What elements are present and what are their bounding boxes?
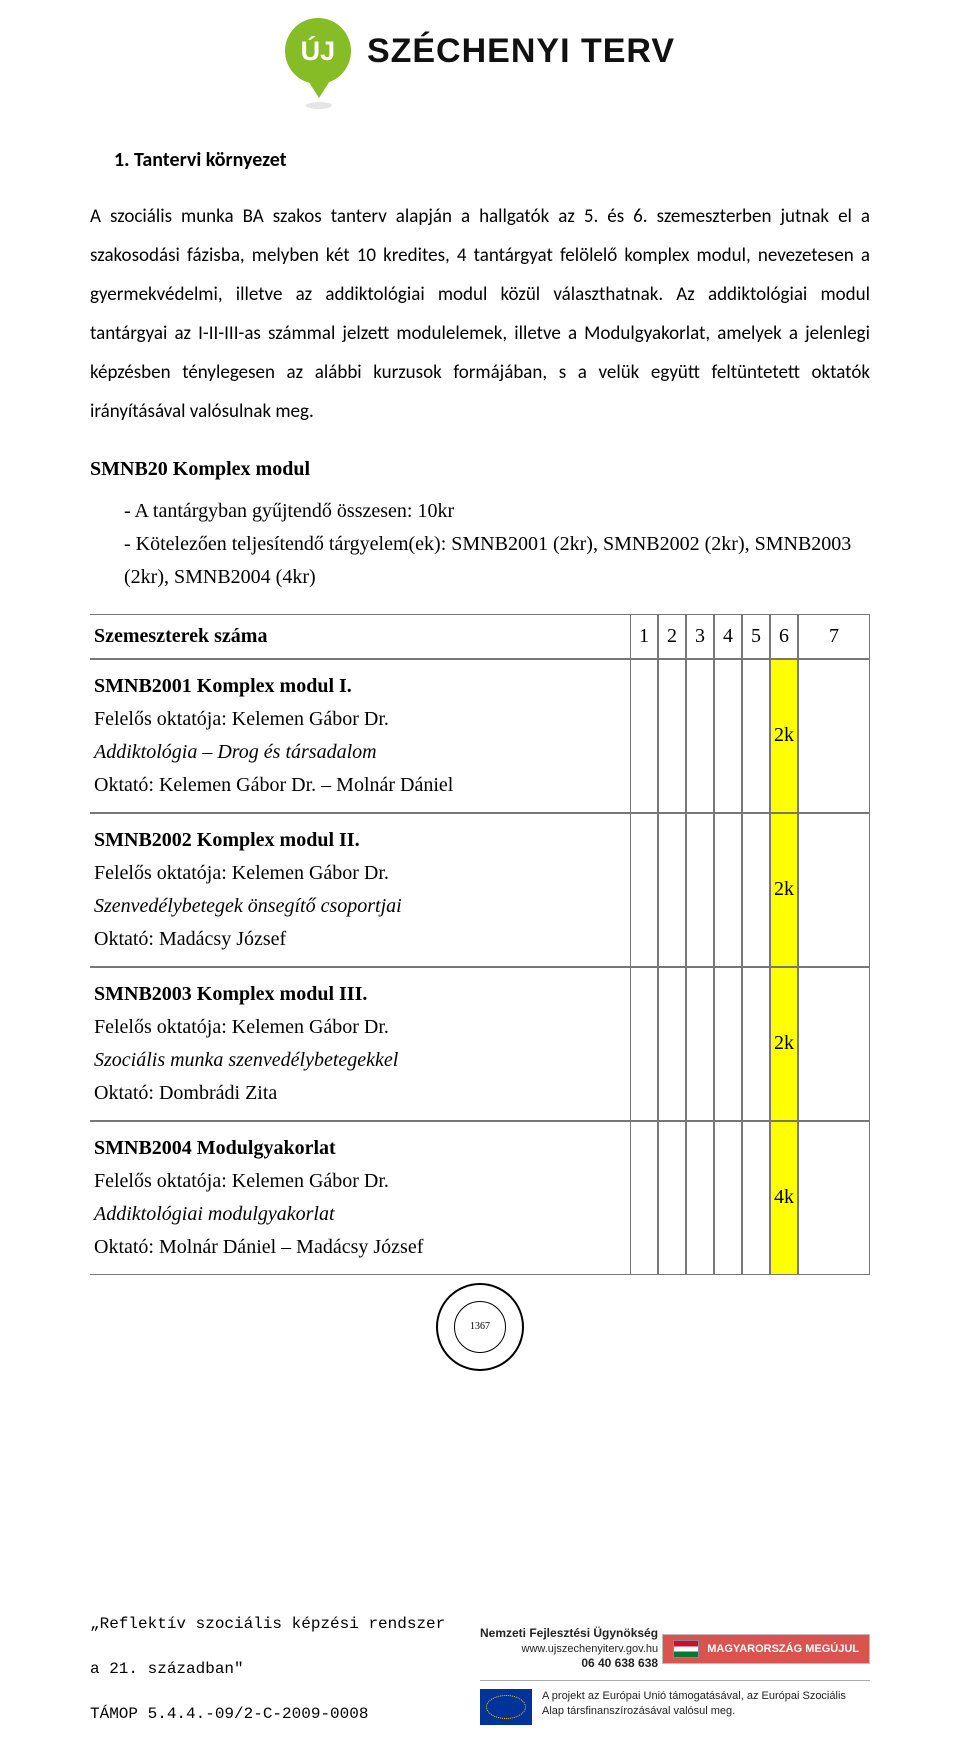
sem-col-2: 2 bbox=[658, 614, 686, 659]
sem-cell bbox=[714, 1121, 742, 1275]
sem-cell bbox=[798, 659, 870, 813]
agency-info: Nemzeti Fejlesztési Ügynökség www.ujszec… bbox=[480, 1626, 658, 1671]
sem-cell bbox=[686, 1121, 714, 1275]
sem-cell bbox=[742, 813, 770, 967]
table-row: SMNB2004 ModulgyakorlatFelelős oktatója:… bbox=[90, 1121, 870, 1275]
sem-cell bbox=[798, 813, 870, 967]
sem-col-4: 4 bbox=[714, 614, 742, 659]
seal-year: 1367 bbox=[454, 1301, 506, 1353]
module-title: SMNB20 Komplex modul bbox=[90, 432, 870, 495]
module-bullets: - A tantárgyban gyűjtendő összesen: 10kr… bbox=[90, 495, 870, 594]
hungary-flag-icon bbox=[673, 1640, 699, 1658]
sem-cell bbox=[630, 967, 658, 1121]
sem-cell: 2k bbox=[770, 813, 798, 967]
course-description: SMNB2002 Komplex modul II.Felelős oktató… bbox=[90, 813, 630, 967]
eu-funding-text: A projekt az Európai Unió támogatásával,… bbox=[542, 1689, 870, 1719]
logo-text: SZÉCHENYI TERV bbox=[367, 18, 675, 71]
footer-funding-block: Nemzeti Fejlesztési Ügynökség www.ujszec… bbox=[480, 1626, 870, 1724]
table-row: SMNB2001 Komplex modul I.Felelős oktatój… bbox=[90, 659, 870, 813]
table-row: SMNB2002 Komplex modul II.Felelős oktató… bbox=[90, 813, 870, 967]
sem-cell bbox=[658, 1121, 686, 1275]
course-description: SMNB2004 ModulgyakorlatFelelős oktatója:… bbox=[90, 1121, 630, 1275]
sem-cell bbox=[714, 967, 742, 1121]
sem-cell bbox=[658, 967, 686, 1121]
sem-col-5: 5 bbox=[742, 614, 770, 659]
bullet-line: - A tantárgyban gyűjtendő összesen: 10kr bbox=[124, 495, 870, 528]
eu-flag-icon bbox=[480, 1689, 532, 1725]
sem-cell bbox=[630, 813, 658, 967]
sem-cell bbox=[714, 659, 742, 813]
sem-cell: 2k bbox=[770, 967, 798, 1121]
section-title: 1. Tantervi környezet bbox=[90, 140, 870, 198]
pin-icon: ÚJ bbox=[285, 18, 353, 110]
sem-cell bbox=[686, 967, 714, 1121]
sem-cell bbox=[630, 1121, 658, 1275]
sem-cell bbox=[742, 1121, 770, 1275]
sem-col-1: 1 bbox=[630, 614, 658, 659]
table-header-label: Szemeszterek száma bbox=[90, 614, 630, 659]
course-description: SMNB2003 Komplex modul III.Felelős oktat… bbox=[90, 967, 630, 1121]
sem-cell bbox=[686, 813, 714, 967]
sem-col-7: 7 bbox=[798, 614, 870, 659]
sem-col-6: 6 bbox=[770, 614, 798, 659]
university-seal: 1367 bbox=[90, 1283, 870, 1551]
sem-cell bbox=[658, 659, 686, 813]
intro-paragraph: A szociális munka BA szakos tanterv alap… bbox=[90, 198, 870, 432]
footer-project-ref: „Reflektív szociális képzési rendszer a … bbox=[90, 1591, 445, 1725]
sem-cell: 4k bbox=[770, 1121, 798, 1275]
header: ÚJ SZÉCHENYI TERV bbox=[90, 0, 870, 140]
sem-cell bbox=[798, 967, 870, 1121]
table-row: SMNB2003 Komplex modul III.Felelős oktat… bbox=[90, 967, 870, 1121]
bullet-line: - Kötelezően teljesítendő tárgyelem(ek):… bbox=[124, 528, 870, 594]
sem-cell bbox=[742, 967, 770, 1121]
sem-cell: 2k bbox=[770, 659, 798, 813]
footer: „Reflektív szociális képzési rendszer a … bbox=[90, 1551, 870, 1745]
sem-cell bbox=[630, 659, 658, 813]
sem-col-3: 3 bbox=[686, 614, 714, 659]
schedule-table: Szemeszterek száma 1 2 3 4 5 6 7 SMNB200… bbox=[90, 614, 870, 1275]
sem-cell bbox=[686, 659, 714, 813]
course-description: SMNB2001 Komplex modul I.Felelős oktatój… bbox=[90, 659, 630, 813]
sem-cell bbox=[798, 1121, 870, 1275]
renewal-banner: MAGYARORSZÁG MEGÚJUL bbox=[662, 1634, 870, 1664]
pin-label: ÚJ bbox=[285, 18, 351, 84]
sem-cell bbox=[742, 659, 770, 813]
sem-cell bbox=[714, 813, 742, 967]
sem-cell bbox=[658, 813, 686, 967]
